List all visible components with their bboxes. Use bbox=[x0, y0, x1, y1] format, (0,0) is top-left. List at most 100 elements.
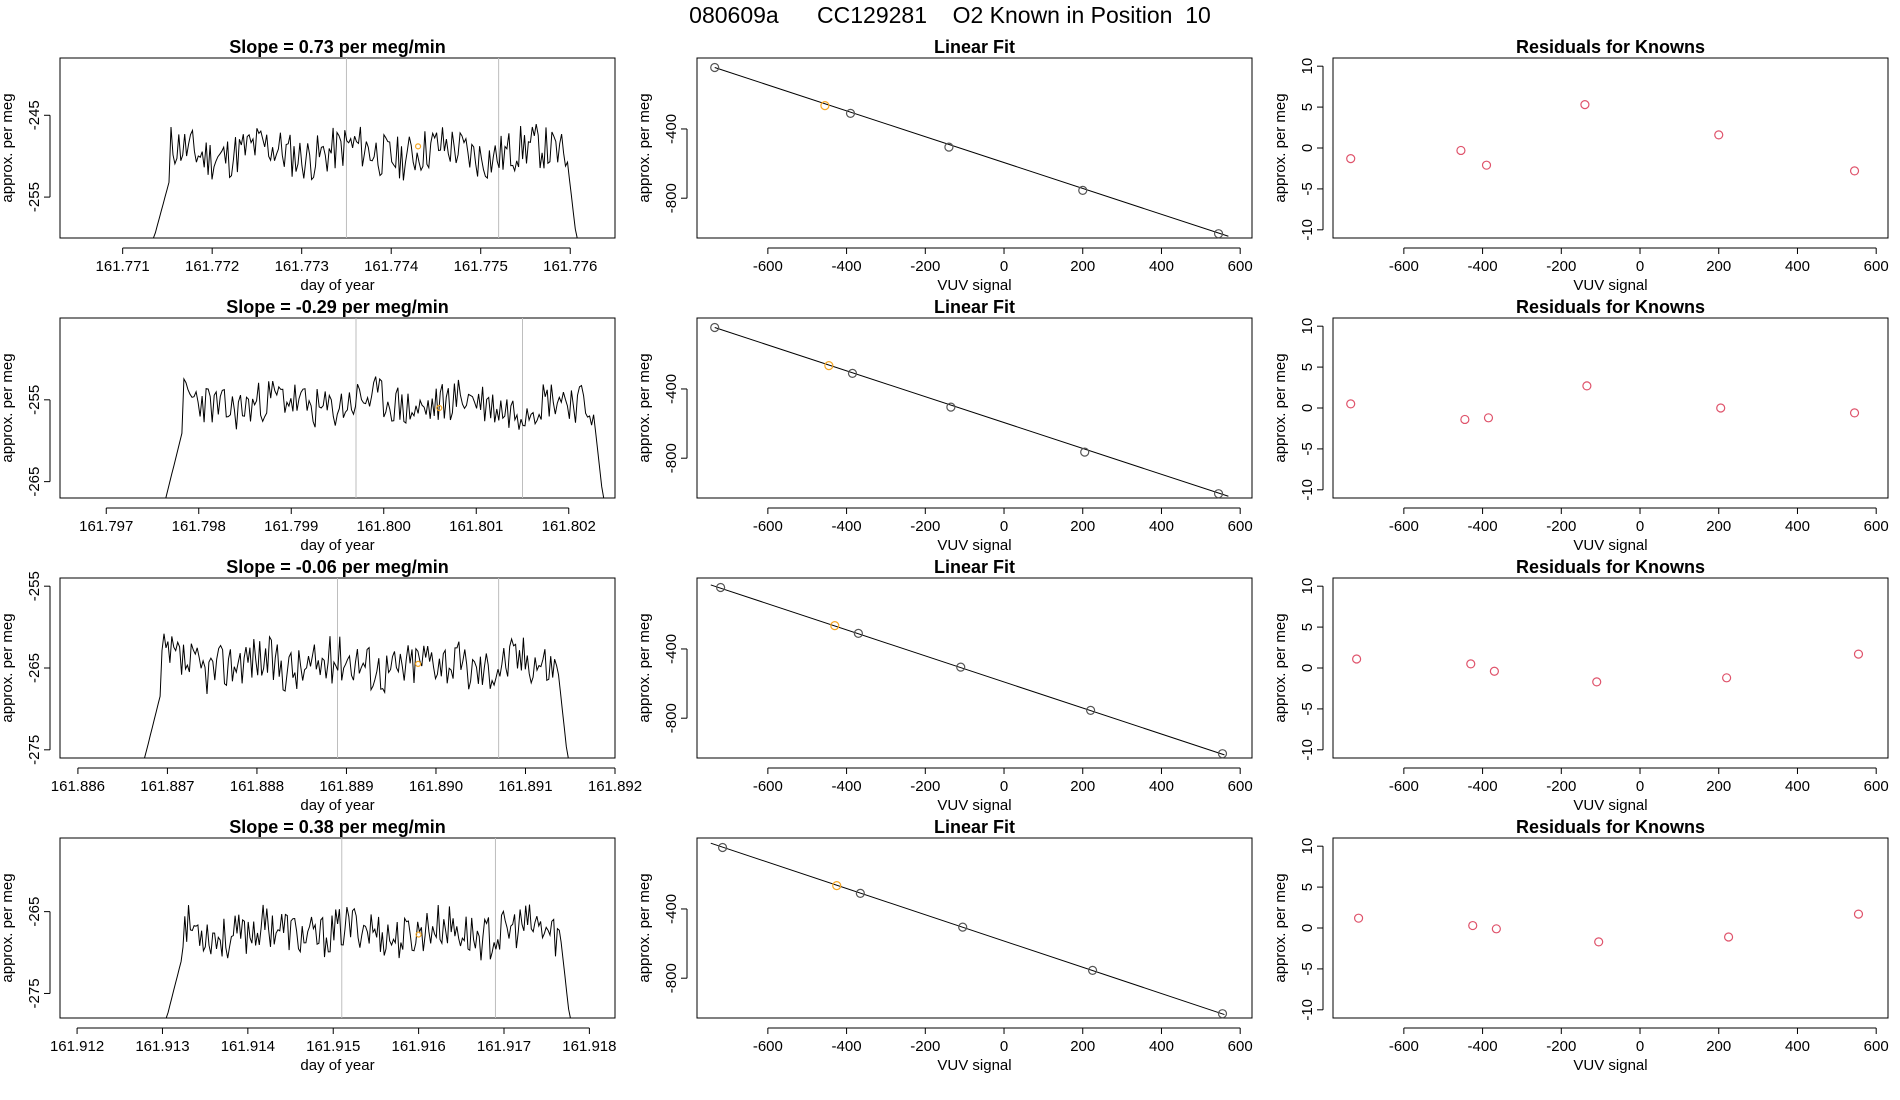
resid-1-frame bbox=[1332, 57, 1889, 239]
fit-3-frame bbox=[696, 577, 1253, 759]
resid-3-data-point bbox=[1466, 659, 1476, 669]
fit-2-data-point bbox=[824, 360, 834, 371]
fit-4-x-label: VUV signal bbox=[937, 1057, 1011, 1074]
time-2-x-label: day of year bbox=[300, 537, 374, 554]
resid-3-y-tick-label: 5 bbox=[1299, 623, 1316, 631]
resid-1-x-label: VUV signal bbox=[1573, 277, 1647, 294]
fit-1-x-tick-label: 400 bbox=[1149, 258, 1174, 275]
resid-2-x-tick-label: 0 bbox=[1636, 518, 1644, 535]
fit-3-y-tick-label: -400 bbox=[663, 634, 680, 664]
resid-1-x-tick-label: -200 bbox=[1546, 258, 1576, 275]
fit-2-y-tick-label: -800 bbox=[663, 443, 680, 473]
resid-3-data-point bbox=[1592, 677, 1602, 687]
time-2-y-tick-label: -265 bbox=[26, 467, 43, 497]
resid-2-y-tick-label: 5 bbox=[1299, 363, 1316, 371]
fit-1-data-point bbox=[1078, 185, 1088, 196]
time-3-x-tick-label: 161.889 bbox=[319, 778, 373, 795]
time-3-x-tick-label: 161.888 bbox=[230, 778, 284, 795]
fit-4-data-point bbox=[958, 922, 968, 932]
fit-3-data-point bbox=[1086, 705, 1096, 716]
fit-1-data-point bbox=[845, 108, 856, 118]
fit-3-data-point bbox=[853, 628, 863, 638]
time-3-y-tick-label: -275 bbox=[26, 735, 43, 765]
time-3-y-label: approx. per meg bbox=[0, 613, 16, 722]
time-1-x-tick-label: 161.774 bbox=[364, 258, 418, 275]
fit-3-x-tick-label: -600 bbox=[753, 778, 783, 795]
time-4-x-tick-label: 161.915 bbox=[306, 1038, 360, 1055]
resid-2-x-label: VUV signal bbox=[1573, 537, 1647, 554]
time-3-y-tick-label: -265 bbox=[26, 653, 43, 683]
resid-4-data-point bbox=[1468, 920, 1478, 931]
time-3-x-tick-label: 161.886 bbox=[51, 778, 105, 795]
fit-2-data-point bbox=[946, 402, 956, 412]
time-2-frame bbox=[59, 317, 616, 499]
fit-3-title: Linear Fit bbox=[934, 557, 1015, 577]
time-1-highlight-point bbox=[414, 143, 422, 150]
time-1-x-tick-label: 161.772 bbox=[185, 258, 239, 275]
time-1-y-tick-label: -245 bbox=[26, 100, 43, 130]
resid-1-y-tick-label: 10 bbox=[1299, 58, 1316, 75]
resid-3-y-tick-label: -10 bbox=[1299, 739, 1316, 761]
fit-2-x-tick-label: -200 bbox=[910, 518, 940, 535]
resid-4-x-tick-label: -400 bbox=[1468, 1038, 1498, 1055]
fit-1-frame bbox=[696, 57, 1253, 239]
resid-4-x-tick-label: 200 bbox=[1706, 1038, 1731, 1055]
resid-4-x-tick-label: 0 bbox=[1636, 1038, 1644, 1055]
resid-2-y-tick-label: -10 bbox=[1299, 479, 1316, 501]
time-3-y-tick-label: -255 bbox=[26, 571, 43, 601]
resid-1-title: Residuals for Knowns bbox=[1516, 37, 1705, 57]
time-3-x-tick-label: 161.891 bbox=[498, 778, 552, 795]
fit-2-x-tick-label: -400 bbox=[832, 518, 862, 535]
fit-4-x-tick-label: 200 bbox=[1070, 1038, 1095, 1055]
time-3-highlight-point bbox=[414, 660, 422, 668]
fit-1-x-tick-label: 0 bbox=[1000, 258, 1008, 275]
resid-4-data-point bbox=[1853, 909, 1864, 919]
resid-2-x-tick-label: -600 bbox=[1389, 518, 1419, 535]
resid-2-x-tick-label: 200 bbox=[1706, 518, 1731, 535]
fit-4-x-tick-label: -400 bbox=[832, 1038, 862, 1055]
resid-3-y-tick-label: -5 bbox=[1299, 702, 1316, 715]
time-2-highlight-point bbox=[436, 404, 443, 412]
time-4-x-label: day of year bbox=[300, 1057, 374, 1074]
resid-4-x-tick-label: 400 bbox=[1785, 1038, 1810, 1055]
time-2-x-tick-label: 161.797 bbox=[79, 518, 133, 535]
time-4-x-tick-label: 161.913 bbox=[135, 1038, 189, 1055]
resid-3-y-tick-label: 10 bbox=[1299, 578, 1316, 595]
resid-3-frame bbox=[1332, 577, 1889, 759]
time-1-y-tick-label: -255 bbox=[26, 182, 43, 212]
resid-2-y-tick-label: -5 bbox=[1299, 442, 1316, 455]
fit-3-x-tick-label: -200 bbox=[910, 778, 940, 795]
time-1-x-tick-label: 161.775 bbox=[454, 258, 508, 275]
fit-1-data-point bbox=[820, 100, 830, 111]
time-4-x-tick-label: 161.914 bbox=[221, 1038, 275, 1055]
fit-3-x-tick-label: 400 bbox=[1149, 778, 1174, 795]
time-4-frame bbox=[59, 837, 616, 1019]
resid-3-data-point bbox=[1722, 673, 1732, 683]
resid-2-x-tick-label: -200 bbox=[1546, 518, 1576, 535]
fit-3-x-tick-label: 600 bbox=[1228, 778, 1253, 795]
time-4-y-tick-label: -275 bbox=[26, 978, 43, 1008]
resid-4-data-point bbox=[1353, 913, 1364, 923]
time-2-x-tick-label: 161.801 bbox=[449, 518, 503, 535]
resid-2-x-tick-label: 600 bbox=[1864, 518, 1889, 535]
time-4-x-tick-label: 161.918 bbox=[562, 1038, 616, 1055]
time-1-x-label: day of year bbox=[300, 277, 374, 294]
fit-2-x-tick-label: 600 bbox=[1228, 518, 1253, 535]
time-4-x-tick-label: 161.917 bbox=[477, 1038, 531, 1055]
fit-3-x-tick-label: 0 bbox=[1000, 778, 1008, 795]
resid-2-data-point bbox=[1483, 413, 1494, 423]
fit-3-y-label: approx. per meg bbox=[636, 613, 653, 722]
fit-2-data-point bbox=[1080, 447, 1090, 457]
fit-2-data-point bbox=[710, 322, 720, 333]
time-2-y-label: approx. per meg bbox=[0, 353, 16, 462]
fit-2-data-point bbox=[847, 368, 858, 378]
resid-4-y-tick-label: -5 bbox=[1299, 962, 1316, 975]
resid-1-data-point bbox=[1580, 100, 1590, 110]
resid-2-data-point bbox=[1582, 381, 1592, 391]
resid-3-x-tick-label: 200 bbox=[1706, 778, 1731, 795]
resid-2-data-point bbox=[1346, 399, 1356, 409]
fit-4-data-point bbox=[832, 880, 842, 891]
fit-3-x-tick-label: 200 bbox=[1070, 778, 1095, 795]
time-2-x-tick-label: 161.799 bbox=[264, 518, 318, 535]
